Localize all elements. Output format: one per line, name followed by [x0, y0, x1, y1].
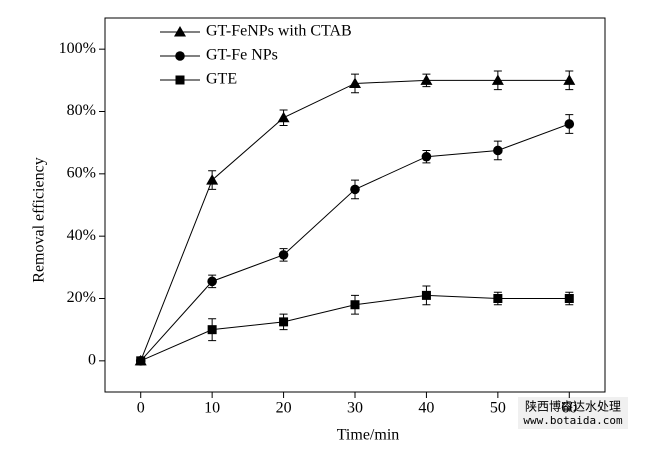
- y-tick-label: 20%: [67, 289, 96, 306]
- data-point: [493, 145, 503, 156]
- legend-label: GT-FeNPs with CTAB: [206, 23, 352, 40]
- legend-label: GT-Fe NPs: [206, 47, 278, 64]
- x-tick-label: 30: [347, 400, 363, 417]
- y-tick-label: 60%: [67, 165, 96, 182]
- legend-marker: [174, 26, 186, 37]
- x-tick-label: 20: [276, 400, 292, 417]
- series-line: [140, 79, 570, 362]
- y-tick-label: 100%: [59, 40, 96, 57]
- data-point: [350, 300, 360, 310]
- data-point: [564, 119, 575, 129]
- data-point: [278, 250, 289, 260]
- data-point: [421, 151, 432, 162]
- legend-label: GTE: [206, 71, 237, 88]
- data-point: [491, 74, 504, 85]
- data-point: [207, 325, 217, 335]
- x-tick-label: 10: [204, 400, 220, 417]
- data-point: [421, 290, 431, 300]
- data-point: [493, 294, 503, 303]
- x-tick-label: 50: [490, 400, 506, 417]
- legend-marker: [175, 51, 185, 61]
- data-point: [279, 317, 289, 327]
- x-axis-label: Time/min: [337, 427, 400, 444]
- y-axis-label: Removal efficiency: [31, 157, 48, 282]
- data-point: [277, 111, 290, 123]
- data-point: [349, 77, 361, 88]
- x-tick-label: 40: [418, 400, 434, 417]
- data-point: [350, 184, 360, 195]
- legend-marker: [175, 75, 185, 85]
- data-point: [136, 356, 146, 366]
- data-point: [420, 74, 433, 85]
- y-tick-label: 40%: [67, 227, 96, 244]
- y-tick-label: 0: [88, 352, 96, 369]
- x-tick-label: 0: [137, 400, 145, 417]
- watermark: www.botaida.com: [523, 414, 623, 427]
- data-point: [207, 276, 217, 287]
- data-point: [206, 174, 219, 185]
- x-tick-label: 60: [561, 400, 577, 417]
- y-tick-label: 80%: [67, 102, 96, 119]
- data-point: [564, 294, 574, 303]
- series-line: [140, 123, 570, 362]
- data-point: [563, 74, 576, 85]
- watermark: 陕西博睿达水处理: [525, 399, 621, 414]
- watermark-box: [518, 397, 628, 429]
